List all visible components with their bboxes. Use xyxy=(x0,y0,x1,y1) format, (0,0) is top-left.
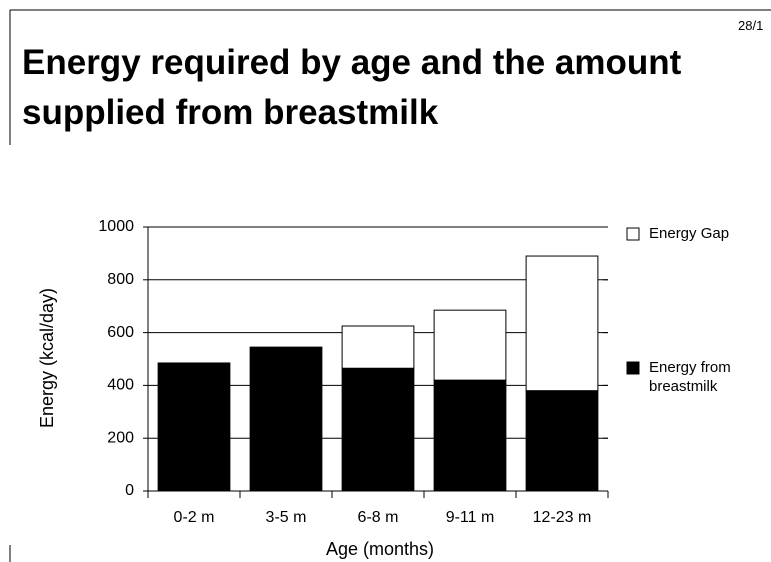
y-tick-label: 400 xyxy=(107,377,134,394)
y-tick-label: 0 xyxy=(125,482,134,499)
x-tick-label: 6-8 m xyxy=(358,509,399,526)
bar-segment xyxy=(525,390,599,492)
legend-label: Energy from breastmilk xyxy=(649,359,731,395)
y-tick-label: 200 xyxy=(107,429,134,446)
legend-label: Energy Gap xyxy=(649,225,730,242)
x-tick-label: 0-2 m xyxy=(174,509,215,526)
legend-swatch xyxy=(626,361,640,375)
x-axis-label: Age (months) xyxy=(326,539,434,559)
y-axis-label: Energy (kcal/day) xyxy=(37,288,57,428)
y-tick-label: 1000 xyxy=(98,218,134,235)
bar-segment xyxy=(433,379,507,492)
x-tick-label: 9-11 m xyxy=(446,509,495,526)
x-tick-label: 3-5 m xyxy=(266,509,307,526)
bar-segment xyxy=(157,362,231,492)
legend-swatch xyxy=(626,227,640,241)
bar-segment xyxy=(341,325,415,369)
bar-segment xyxy=(525,255,599,392)
x-tick-label: 12-23 m xyxy=(533,509,592,526)
bar-segment xyxy=(249,346,323,492)
y-tick-label: 600 xyxy=(107,324,134,341)
y-tick-label: 800 xyxy=(107,271,134,288)
page-number: 28/1 xyxy=(738,18,764,33)
bar-segment xyxy=(433,309,507,381)
bar-segment xyxy=(341,367,415,492)
slide-title: Energy required by age and the amount su… xyxy=(22,43,682,132)
